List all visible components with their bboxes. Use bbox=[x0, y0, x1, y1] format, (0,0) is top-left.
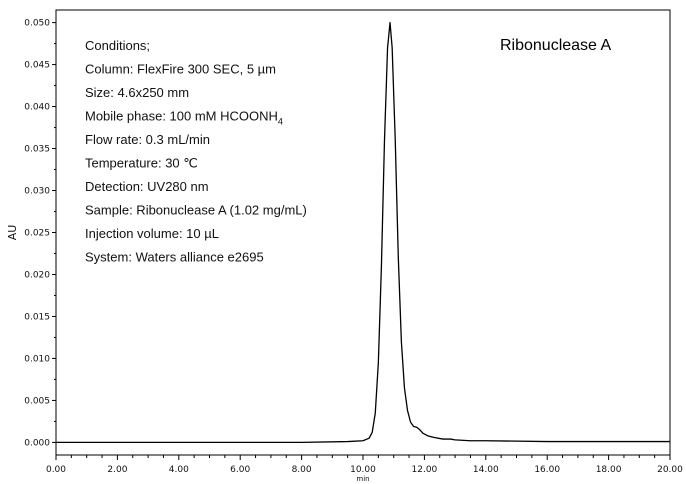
conditions-line: Detection: UV280 nm bbox=[85, 179, 209, 194]
conditions-line: Injection volume: 10 µL bbox=[85, 226, 219, 241]
y-axis: 0.000 0.005 0.010 0.015 0.020 0.025 0.030 0.035… bbox=[24, 19, 56, 448]
conditions-line: Flow rate: 0.3 mL/min bbox=[85, 132, 210, 147]
mobile-phase-subscript: 4 bbox=[278, 117, 283, 127]
series-layer bbox=[56, 21, 670, 444]
x-tick-label: 4.00 bbox=[169, 465, 189, 475]
x-tick-label: 18.00 bbox=[596, 465, 622, 475]
x-tick-label: 0.00 bbox=[46, 465, 66, 475]
y-tick-label: 0.035 bbox=[24, 145, 50, 155]
x-axis: 0.00 2.00 4.00 6.00 8.00 10.00 12.00 14.00 16.00… bbox=[46, 455, 683, 475]
y-tick-label: 0.045 bbox=[24, 61, 50, 71]
sample-title: Ribonuclease A bbox=[500, 37, 612, 54]
y-tick-label: 0.005 bbox=[24, 396, 50, 406]
y-tick-label: 0.040 bbox=[24, 103, 50, 113]
x-tick-label: 10.00 bbox=[350, 465, 376, 475]
x-tick-label: 2.00 bbox=[107, 465, 127, 475]
conditions-line: Temperature: 30 ℃ bbox=[85, 156, 198, 171]
conditions-line: Conditions; bbox=[85, 38, 150, 53]
x-tick-label: 8.00 bbox=[292, 465, 312, 475]
y-tick-label: 0.025 bbox=[24, 229, 50, 239]
conditions-line: Column: FlexFire 300 SEC, 5 µm bbox=[85, 62, 276, 77]
y-tick-label: 0.010 bbox=[24, 354, 50, 364]
conditions-line: Size: 4.6x250 mm bbox=[85, 85, 189, 100]
conditions-line: Mobile phase: 100 mM HCOONH4 bbox=[85, 109, 283, 127]
y-tick-label: 0.050 bbox=[24, 19, 50, 29]
y-tick-label: 0.020 bbox=[24, 270, 50, 280]
x-tick-label: 16.00 bbox=[534, 465, 560, 475]
y-tick-label: 0.000 bbox=[24, 438, 50, 448]
conditions-block: Conditions; Column: FlexFire 300 SEC, 5 µ… bbox=[85, 38, 307, 265]
y-axis-label: AU bbox=[6, 225, 19, 241]
x-tick-label: 6.00 bbox=[230, 465, 250, 475]
y-tick-label: 0.030 bbox=[24, 187, 50, 197]
x-tick-label: 14.00 bbox=[473, 465, 499, 475]
chromatogram-trace bbox=[56, 21, 670, 444]
y-tick-label: 0.015 bbox=[24, 312, 50, 322]
x-tick-label: 12.00 bbox=[412, 465, 438, 475]
conditions-line: Sample: Ribonuclease A (1.02 mg/mL) bbox=[85, 203, 307, 218]
x-axis-label: min bbox=[356, 475, 369, 483]
conditions-line: System: Waters alliance e2695 bbox=[85, 250, 264, 265]
x-tick-label: 20.00 bbox=[657, 465, 683, 475]
